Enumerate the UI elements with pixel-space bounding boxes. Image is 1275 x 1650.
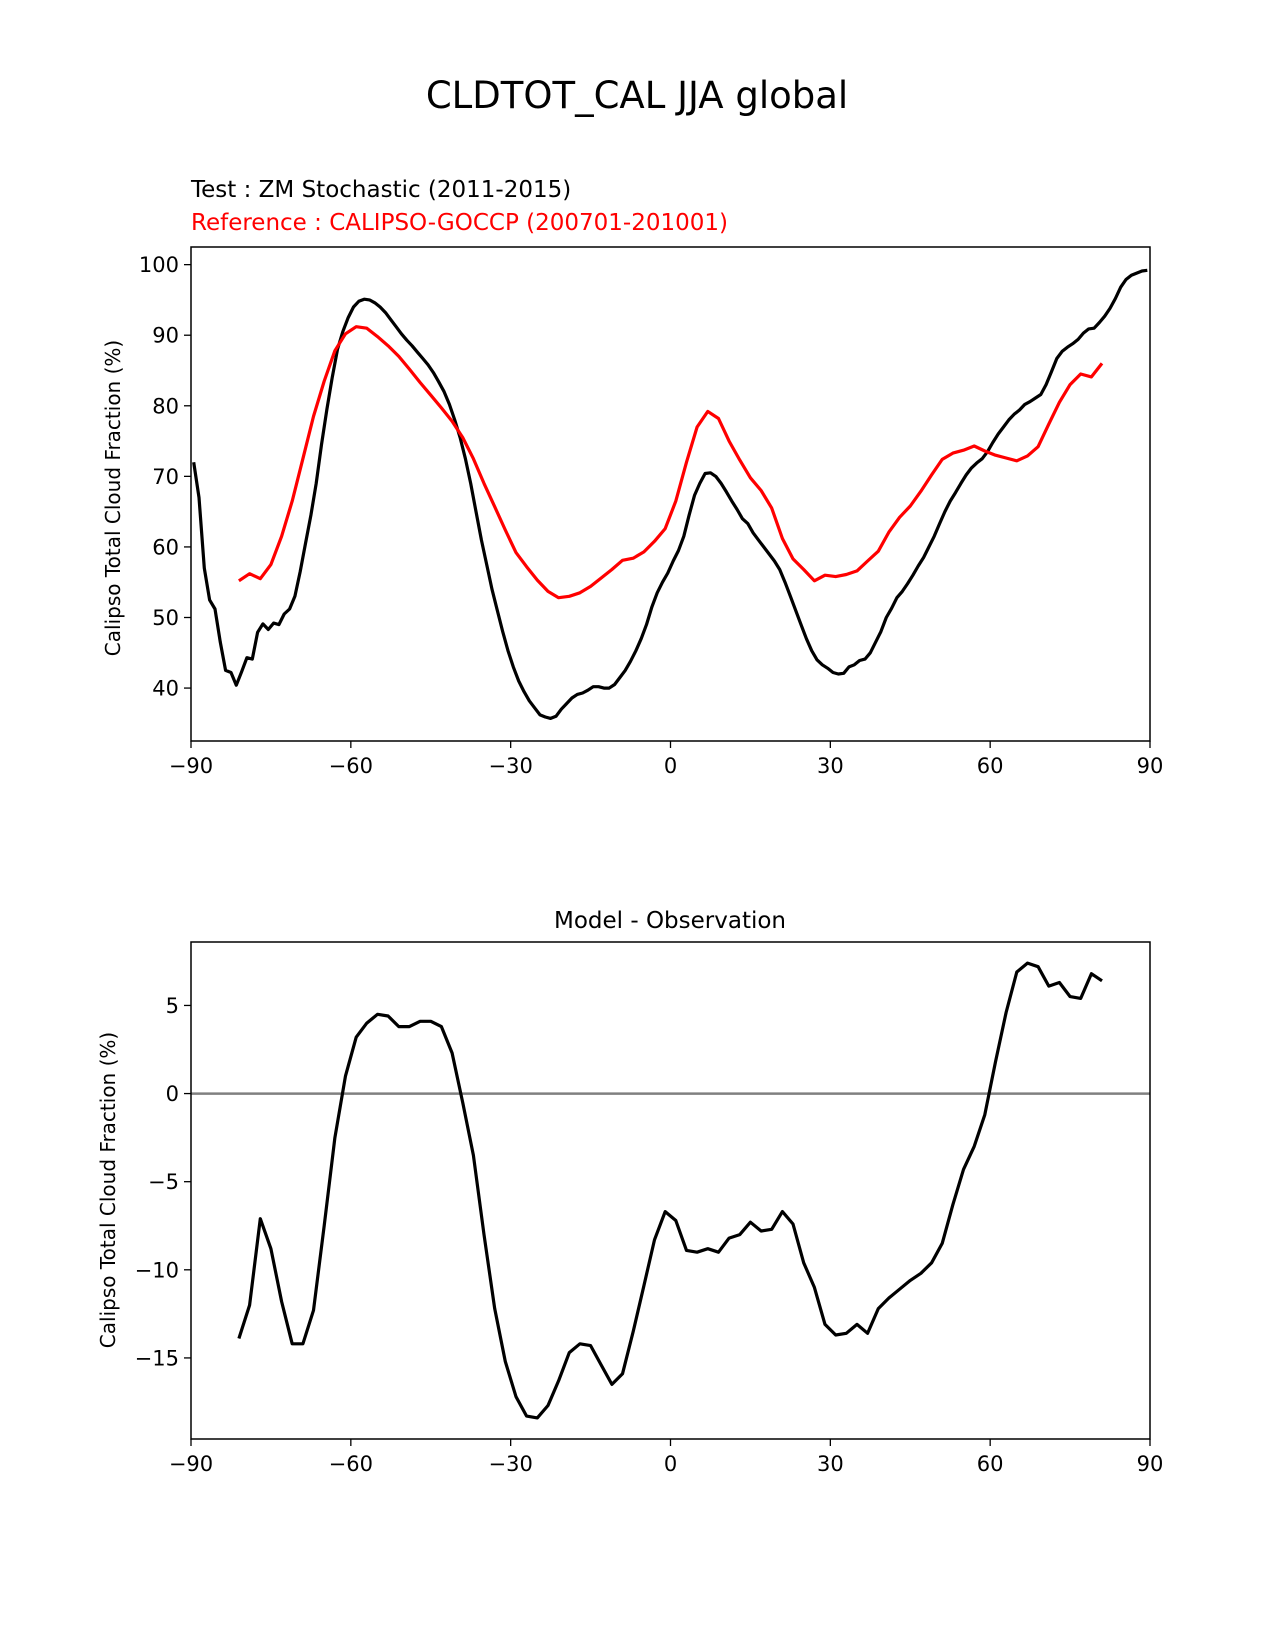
- x-tick-label: 90: [1137, 754, 1164, 778]
- y-tick-label: 80: [152, 394, 179, 418]
- top-y-ticks: 40 50 60 70 80 90 100: [139, 253, 191, 701]
- x-tick-label: −30: [489, 754, 533, 778]
- top-plot-frame: [190, 246, 1151, 742]
- bottom-ylabel: Calipso Total Cloud Fraction (%): [96, 1032, 120, 1348]
- y-tick-label: 70: [152, 465, 179, 489]
- top-series-lines: [192, 268, 1148, 721]
- x-tick-label: 0: [664, 1452, 677, 1476]
- bottom-plot-frame: [190, 941, 1151, 1440]
- test-series-line: [237, 961, 1103, 1420]
- x-tick-label: 0: [664, 754, 677, 778]
- bottom-title: Model - Observation: [554, 908, 786, 934]
- y-tick-label: 40: [152, 677, 179, 701]
- x-tick-label: −60: [329, 754, 373, 778]
- y-tick-label: 50: [152, 606, 179, 630]
- test-label: Test : ZM Stochastic (2011-2015): [190, 177, 571, 203]
- bottom-series-lines: [191, 961, 1150, 1420]
- y-tick-label: 100: [139, 253, 179, 277]
- figure-title: CLDTOT_CAL JJA global: [426, 74, 848, 117]
- x-tick-label: 60: [977, 1452, 1004, 1476]
- x-tick-label: 30: [817, 1452, 844, 1476]
- x-tick-label: 60: [977, 754, 1004, 778]
- y-tick-label: −15: [135, 1346, 179, 1370]
- x-tick-label: −90: [169, 754, 213, 778]
- x-tick-label: −60: [329, 1452, 373, 1476]
- x-tick-label: 90: [1137, 1452, 1164, 1476]
- test-series-line: [192, 268, 1148, 721]
- bottom-panel: Model - Observation Calipso Total Cloud …: [96, 908, 1163, 1476]
- x-tick-label: −90: [169, 1452, 213, 1476]
- y-tick-label: 60: [152, 535, 179, 559]
- bottom-x-ticks: −90 −60 −30 0 30 60 90: [169, 1439, 1164, 1476]
- reference-label: Reference : CALIPSO-GOCCP (200701-201001…: [191, 210, 728, 236]
- x-tick-label: −30: [489, 1452, 533, 1476]
- y-tick-label: −5: [148, 1170, 179, 1194]
- reference-series-line: [238, 325, 1104, 600]
- top-x-ticks: −90 −60 −30 0 30 60 90: [169, 741, 1164, 778]
- top-panel: Test : ZM Stochastic (2011-2015) Referen…: [101, 177, 1163, 778]
- x-tick-label: 30: [817, 754, 844, 778]
- bottom-y-ticks: −15 −10 −5 0 5: [135, 994, 191, 1370]
- y-tick-label: 0: [166, 1082, 179, 1106]
- y-tick-label: 5: [166, 994, 179, 1018]
- top-ylabel: Calipso Total Cloud Fraction (%): [101, 340, 125, 656]
- y-tick-label: −10: [135, 1258, 179, 1282]
- y-tick-label: 90: [152, 324, 179, 348]
